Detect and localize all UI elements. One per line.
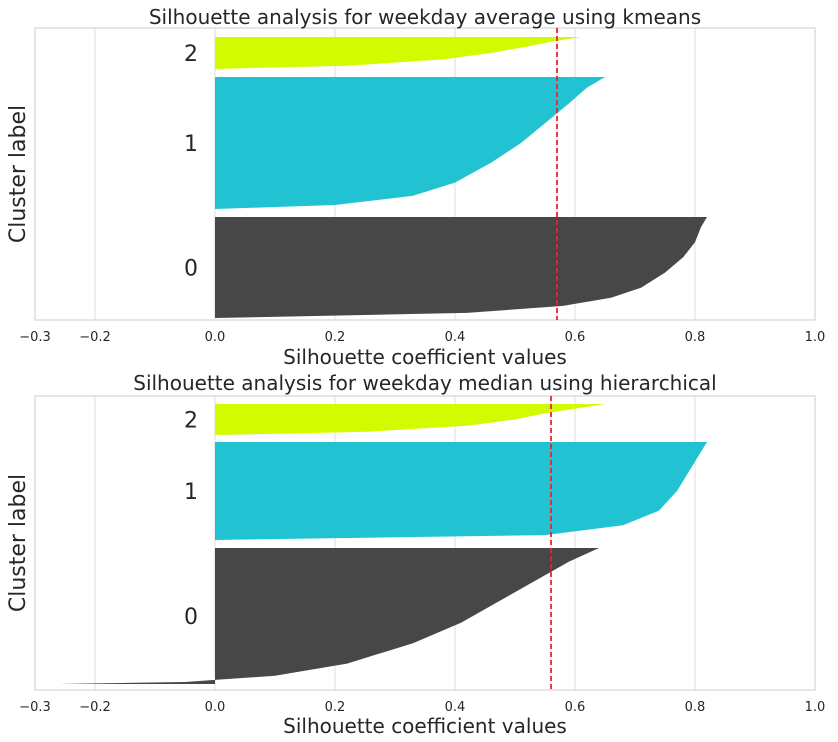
x-axis-label: Silhouette coefficient values xyxy=(283,345,567,369)
x-tick-label: 0.8 xyxy=(685,700,706,715)
cluster-0-label: 0 xyxy=(184,257,198,282)
cluster-2-silhouette xyxy=(215,37,581,69)
x-tick-label: 0.6 xyxy=(565,700,586,715)
x-tick-label: 0.6 xyxy=(565,330,586,345)
cluster-0-silhouette xyxy=(59,548,599,684)
x-tick-label: −0.3 xyxy=(19,330,51,345)
x-tick-label: −0.3 xyxy=(19,700,51,715)
chart-title: Silhouette analysis for weekday average … xyxy=(149,5,701,29)
x-tick-label: 0.4 xyxy=(445,330,466,345)
cluster-0-silhouette xyxy=(215,217,707,318)
x-tick-label: 0.0 xyxy=(205,700,226,715)
cluster-2-label: 2 xyxy=(184,42,198,67)
chart-panel-2: 0 1 2 −0.3 −0.2 0.0 0.2 0.4 0.6 0.8 1.0 Silhouette … xyxy=(6,371,825,738)
x-tick-label: 0.0 xyxy=(205,330,226,345)
cluster-2-label: 2 xyxy=(184,409,198,434)
cluster-1-label: 1 xyxy=(184,480,198,505)
chart-panel-1: 0 1 2 −0.3 −0.2 0.0 0.2 0.4 0.6 0.8 1.0 Silhouette … xyxy=(6,5,825,369)
cluster-1-silhouette xyxy=(215,442,707,540)
cluster-2-silhouette xyxy=(215,404,605,435)
x-tick-label: 0.4 xyxy=(445,700,466,715)
y-axis-label: Cluster label xyxy=(6,474,31,612)
x-tick-label: −0.2 xyxy=(79,700,111,715)
plot-area xyxy=(34,395,816,691)
y-axis-label: Cluster label xyxy=(6,105,31,243)
x-tick-label: 1.0 xyxy=(805,700,826,715)
x-tick-label: 0.2 xyxy=(325,330,346,345)
x-tick-label: 1.0 xyxy=(805,330,826,345)
x-tick-label: 0.2 xyxy=(325,700,346,715)
x-tick-label: −0.2 xyxy=(79,330,111,345)
x-axis-label: Silhouette coefficient values xyxy=(283,714,567,738)
cluster-0-label: 0 xyxy=(184,605,198,630)
cluster-1-silhouette xyxy=(215,77,605,209)
x-tick-label: 0.8 xyxy=(685,330,706,345)
chart-title: Silhouette analysis for weekday median u… xyxy=(133,371,716,395)
cluster-1-label: 1 xyxy=(184,132,198,157)
